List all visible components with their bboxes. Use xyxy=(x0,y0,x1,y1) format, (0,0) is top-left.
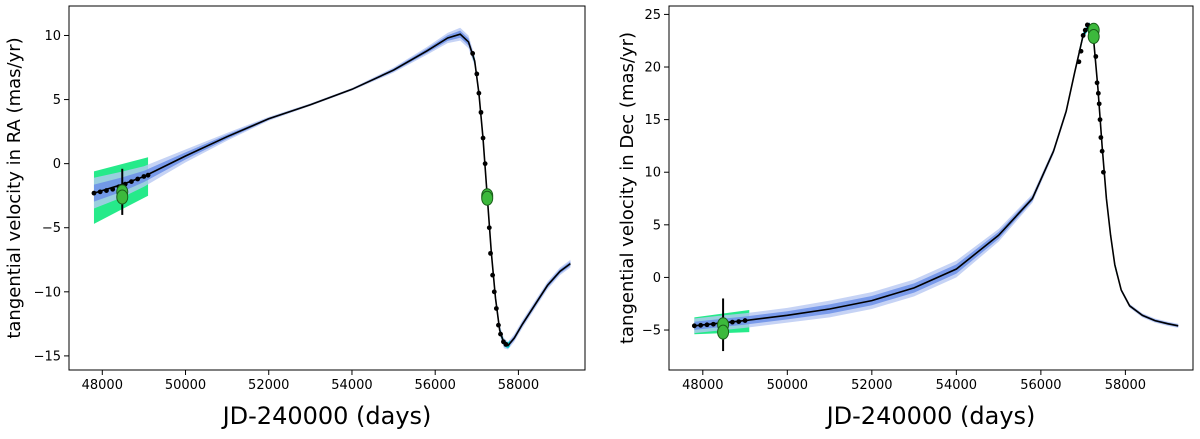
dec-observation-point xyxy=(1076,59,1082,65)
ra-observation-point xyxy=(135,176,141,182)
ra-x-tick-label: 54000 xyxy=(331,378,372,393)
dec-y-tick-label: −5 xyxy=(642,324,661,339)
dec-observation-point xyxy=(704,322,710,328)
ra-y-axis-label: tangential velocity in RA (mas/yr) xyxy=(4,37,25,338)
dec-model-band-outer xyxy=(694,21,1179,334)
ra-axes-frame xyxy=(68,5,586,371)
ra-model-band-inner xyxy=(93,30,571,348)
dec-axes-frame xyxy=(668,5,1194,371)
dec-y-tick-label: 0 xyxy=(653,271,661,286)
dec-x-tick-label: 50000 xyxy=(767,378,808,393)
ra-observation-point xyxy=(129,179,134,184)
dec-binned-point xyxy=(717,324,730,340)
ra-x-tick-label: 50000 xyxy=(165,378,206,393)
dec-x-axis-label: JD-240000 (days) xyxy=(825,402,1036,430)
dec-observation-point xyxy=(1097,117,1103,123)
ra-observation-point xyxy=(476,90,482,96)
ra-observation-point xyxy=(493,306,499,311)
ra-observation-point xyxy=(110,186,116,192)
ra-observation-point xyxy=(104,188,109,193)
ra-observation-point xyxy=(91,190,97,196)
dec-observation-point xyxy=(691,323,697,329)
ra-observation-point xyxy=(480,135,486,141)
ra-observation-point xyxy=(145,172,151,178)
dec-observation-point xyxy=(1095,90,1101,96)
ra-observation-point xyxy=(470,51,476,56)
dec-observation-point xyxy=(1084,22,1090,28)
dec-velocity-chart: 48000 50000 52000 54000 56000 58000 −5 0 5 10 15 20… xyxy=(617,5,1194,430)
ra-x-tick-label: 58000 xyxy=(498,378,539,393)
dec-observation-point xyxy=(1098,135,1104,140)
ra-x-tick-label: 52000 xyxy=(248,378,289,393)
ra-x-tick-label: 56000 xyxy=(415,378,456,393)
dec-observation-point xyxy=(1096,101,1102,107)
ra-observation-point xyxy=(97,189,103,195)
ra-observation-point xyxy=(488,250,493,256)
dec-observation-point xyxy=(1080,33,1086,38)
ra-x-tick-label: 48000 xyxy=(82,378,123,393)
ra-observation-point xyxy=(141,174,147,179)
ra-plot-area xyxy=(91,27,571,350)
dec-x-tick-label: 52000 xyxy=(851,378,892,393)
ra-velocity-chart: 48000 50000 52000 54000 56000 58000 −15 −10 −5 0 5… xyxy=(4,5,586,430)
dec-observation-point xyxy=(1094,80,1100,86)
dec-y-axis-label: tangential velocity in Dec (mas/yr) xyxy=(617,32,638,344)
ra-observation-point xyxy=(490,272,496,278)
dec-x-tick-label: 48000 xyxy=(682,378,723,393)
ra-observation-point xyxy=(482,161,488,167)
dec-x-tick-label: 58000 xyxy=(1105,378,1146,393)
dec-x-tick-label: 56000 xyxy=(1020,378,1061,393)
ra-observation-point xyxy=(491,289,497,295)
ra-best-fit-line xyxy=(93,33,571,347)
dec-observation-point xyxy=(742,318,748,323)
dec-y-tick-label: 15 xyxy=(644,113,661,128)
dec-observation-point xyxy=(1093,54,1099,59)
ra-model-band-outer xyxy=(93,27,571,350)
ra-observation-point xyxy=(503,341,509,347)
ra-y-tick-label: −10 xyxy=(34,285,61,300)
ra-x-axis-label: JD-240000 (days) xyxy=(221,402,432,430)
dec-y-tick-label: 20 xyxy=(644,61,661,76)
ra-observation-point xyxy=(474,71,480,77)
dec-observation-point xyxy=(729,319,735,325)
ra-observation-point xyxy=(498,331,503,337)
ra-y-tick-label: 5 xyxy=(53,93,61,108)
dec-observation-point xyxy=(1101,169,1106,175)
dec-binned-point xyxy=(1087,29,1100,45)
dec-observation-point xyxy=(1082,27,1088,33)
ra-binned-point xyxy=(116,189,129,205)
dec-observation-point xyxy=(1078,48,1084,54)
dec-x-tick-label: 54000 xyxy=(936,378,977,393)
ra-y-tick-label: 0 xyxy=(53,157,61,172)
ra-observation-point xyxy=(486,225,492,231)
dec-observation-point xyxy=(1099,148,1105,154)
dec-y-tick-label: 25 xyxy=(644,8,661,23)
dec-y-tick-label: 5 xyxy=(653,218,661,233)
ra-binned-point xyxy=(481,190,494,206)
dec-y-tick-label: 10 xyxy=(644,166,661,181)
ra-observation-point xyxy=(478,109,484,115)
dec-plot-area xyxy=(691,21,1179,352)
ra-y-tick-label: −5 xyxy=(42,221,61,236)
ra-y-tick-label: −15 xyxy=(34,349,61,364)
dec-observation-point xyxy=(736,319,742,325)
dec-observation-point xyxy=(698,322,704,328)
ra-y-tick-label: 10 xyxy=(44,29,61,44)
ra-observation-point xyxy=(496,322,501,328)
dec-observation-point xyxy=(710,321,716,327)
